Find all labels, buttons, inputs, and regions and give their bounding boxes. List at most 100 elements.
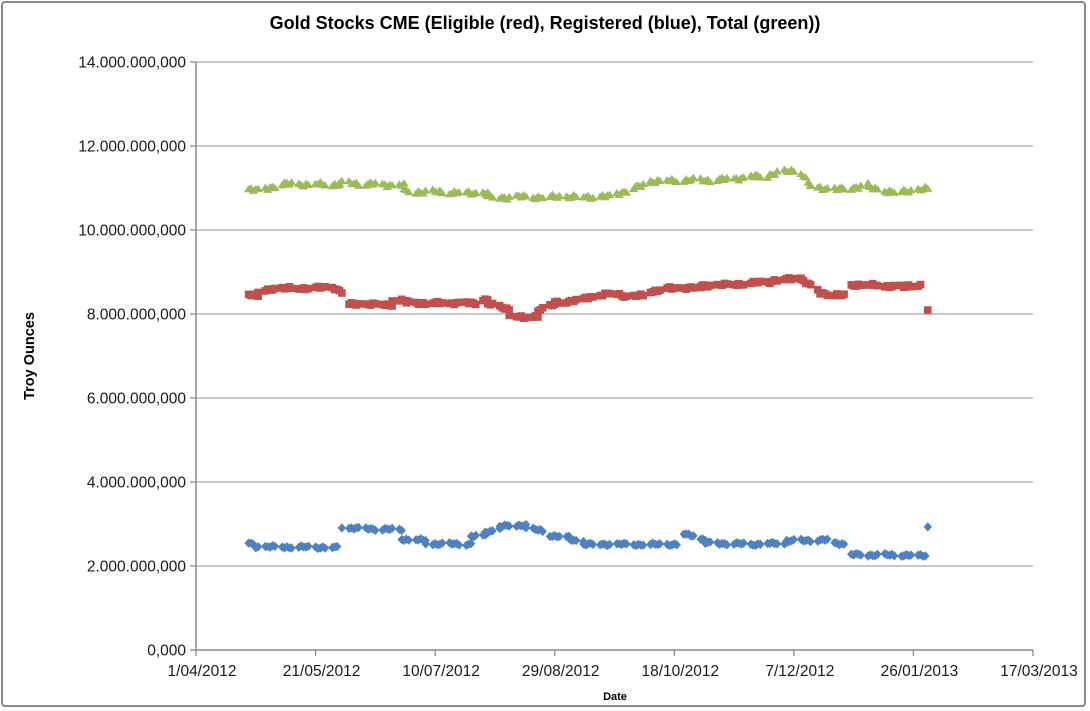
- series-total: [244, 165, 933, 203]
- diamond-marker: [705, 537, 715, 547]
- square-marker: [572, 295, 581, 304]
- square-marker: [421, 300, 430, 309]
- square-marker: [405, 297, 413, 306]
- diamond-marker: [421, 539, 430, 549]
- square-marker: [857, 281, 865, 290]
- y-tick-label: 0,000: [147, 643, 186, 660]
- triangle-marker: [471, 188, 481, 196]
- triangle-marker: [889, 188, 899, 196]
- square-marker: [538, 303, 547, 312]
- y-tick-label: 2.000.000,000: [87, 559, 187, 576]
- square-marker: [873, 281, 882, 290]
- x-tick-label: 10/07/2012: [402, 663, 480, 680]
- diamond-marker: [505, 521, 514, 531]
- y-tick-label: 4.000.000,000: [87, 475, 187, 492]
- square-marker: [388, 302, 396, 310]
- diamond-marker: [466, 538, 476, 549]
- square-marker: [773, 277, 781, 285]
- triangle-marker: [638, 179, 648, 188]
- square-marker: [672, 284, 681, 292]
- diamond-marker: [622, 539, 631, 549]
- triangle-marker: [370, 178, 380, 186]
- triangle-marker: [287, 178, 297, 186]
- triangle-marker: [588, 193, 598, 201]
- square-marker: [890, 281, 899, 290]
- triangle-marker: [404, 187, 414, 196]
- triangle-marker: [872, 185, 883, 193]
- square-marker: [923, 306, 932, 314]
- diamond-marker: [823, 534, 832, 544]
- triangle-marker: [437, 188, 447, 197]
- diamond-marker: [605, 539, 614, 550]
- diamond-marker: [923, 522, 932, 532]
- triangle-marker: [354, 181, 364, 189]
- x-tick-label: 1/04/2012: [168, 663, 237, 680]
- diamond-marker: [856, 550, 866, 560]
- diamond-marker: [471, 530, 480, 541]
- square-marker: [639, 291, 647, 300]
- x-tick-label: 17/03/2013: [1000, 663, 1078, 680]
- triangle-marker: [822, 183, 832, 192]
- diamond-marker: [806, 536, 815, 547]
- diamond-marker: [332, 541, 342, 552]
- square-marker: [739, 281, 748, 289]
- triangle-marker: [739, 173, 749, 181]
- triangle-marker: [554, 191, 565, 200]
- triangle-marker: [253, 184, 263, 192]
- diamond-marker: [789, 534, 799, 545]
- diamond-marker: [270, 541, 280, 551]
- square-marker: [605, 289, 614, 298]
- diamond-marker: [521, 523, 531, 533]
- triangle-marker: [399, 179, 409, 187]
- square-marker: [622, 292, 631, 301]
- square-marker: [689, 284, 698, 292]
- square-marker: [723, 280, 731, 288]
- diamond-marker: [672, 540, 681, 550]
- square-marker: [471, 300, 480, 309]
- square-marker: [488, 299, 497, 308]
- triangle-marker: [387, 180, 397, 189]
- triangle-marker: [839, 185, 849, 193]
- x-tick-label: 21/05/2012: [283, 663, 361, 680]
- triangle-marker: [789, 167, 799, 175]
- triangle-marker: [605, 190, 615, 198]
- triangle-marker: [571, 192, 581, 201]
- square-marker: [823, 291, 832, 300]
- diamond-marker: [488, 526, 497, 536]
- square-marker: [371, 300, 380, 308]
- square-marker: [254, 288, 262, 297]
- triangle-marker: [538, 193, 548, 202]
- diamond-marker: [304, 541, 313, 551]
- triangle-marker: [672, 177, 682, 186]
- square-marker: [806, 280, 815, 289]
- y-tick-label: 6.000.000,000: [87, 391, 187, 408]
- diamond-marker: [655, 539, 665, 549]
- diamond-marker: [387, 523, 397, 534]
- square-marker: [907, 282, 915, 291]
- square-marker: [916, 280, 925, 289]
- triangle-marker: [755, 173, 765, 181]
- diamond-marker: [438, 538, 447, 548]
- diamond-marker: [404, 535, 414, 545]
- x-tick-label: 7/12/2012: [765, 663, 834, 680]
- x-tick-label: 26/01/2013: [881, 663, 959, 680]
- triangle-marker: [772, 167, 782, 175]
- diamond-marker: [689, 531, 698, 541]
- square-marker: [522, 313, 530, 322]
- y-tick-label: 12.000.000,000: [78, 139, 186, 156]
- square-marker: [354, 300, 363, 308]
- diamond-marker: [320, 543, 330, 553]
- square-marker: [438, 298, 447, 307]
- diamond-marker: [397, 525, 406, 536]
- diamond-marker: [873, 549, 882, 559]
- triangle-marker: [454, 188, 464, 196]
- diamond-marker: [454, 540, 464, 550]
- x-tick-label: 29/08/2012: [522, 663, 600, 680]
- square-marker: [455, 298, 463, 307]
- y-tick-label: 10.000.000,000: [78, 223, 186, 240]
- square-marker: [840, 290, 848, 299]
- diamond-marker: [638, 540, 648, 550]
- diamond-marker: [890, 551, 899, 561]
